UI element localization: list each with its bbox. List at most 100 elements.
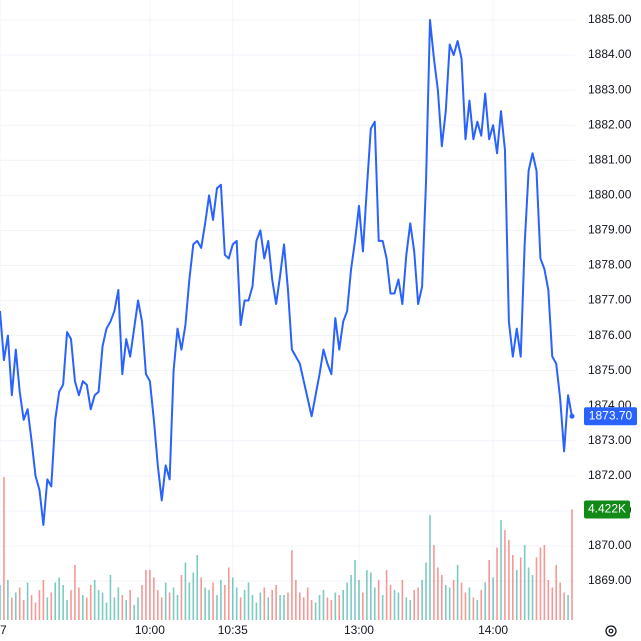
- last-price-tag: [584, 407, 637, 426]
- volume-bar: [62, 585, 64, 620]
- volume-bar: [492, 577, 494, 620]
- volume-bar: [117, 587, 120, 620]
- last-point: [569, 413, 575, 419]
- volume-bar: [318, 595, 321, 620]
- volume-bar: [153, 577, 155, 620]
- volume-bar: [224, 585, 226, 620]
- volume-bar: [385, 570, 388, 620]
- volume-bar: [322, 590, 325, 620]
- volume-bar: [515, 570, 518, 620]
- volume-bar: [42, 580, 45, 620]
- volume-bar: [480, 590, 483, 620]
- volume-bar: [192, 572, 195, 620]
- settings-icon-center[interactable]: [608, 628, 614, 634]
- volume-bar: [456, 565, 459, 620]
- last-volume-tag: [584, 500, 630, 519]
- volume-bar: [527, 567, 530, 620]
- y-tick-label: 1879.00: [588, 223, 632, 237]
- volume-bar: [0, 585, 1, 620]
- volume-bar: [326, 597, 329, 620]
- volume-bar: [216, 595, 218, 620]
- volume-bar: [437, 567, 439, 620]
- volume-bar: [54, 582, 57, 620]
- volume-bar: [184, 562, 187, 620]
- last-volume-label: 4.422K: [588, 502, 626, 516]
- volume-bar: [417, 587, 419, 620]
- volume-bar: [26, 582, 29, 620]
- volume-bar: [555, 565, 558, 620]
- volume-bar: [172, 587, 175, 620]
- volume-bar: [275, 585, 277, 620]
- y-tick-label: 1885.00: [588, 12, 632, 26]
- volume-bar: [70, 590, 72, 620]
- volume-bar: [464, 592, 467, 620]
- volume-bar: [512, 555, 514, 620]
- y-tick-label: 1883.00: [588, 82, 632, 96]
- volume-bar: [235, 587, 238, 620]
- volume-bar: [441, 575, 443, 620]
- volume-bar: [425, 562, 427, 620]
- volume-bar: [30, 595, 33, 620]
- volume-bar: [259, 592, 262, 620]
- x-tick-label: 10:35: [218, 623, 248, 637]
- volume-bar: [78, 587, 80, 620]
- y-tick-label: 1876.00: [588, 328, 632, 342]
- volume-bar: [125, 600, 128, 620]
- volume-bar: [519, 557, 522, 620]
- volume-bar: [164, 582, 167, 620]
- volume-bar: [287, 592, 289, 620]
- volume-bar: [302, 597, 305, 620]
- settings-icon[interactable]: [605, 625, 617, 637]
- volume-bar: [508, 540, 510, 620]
- volume-bar: [496, 547, 498, 620]
- volume-bar: [401, 580, 404, 620]
- volume-bar: [389, 585, 392, 620]
- volume-bar: [472, 597, 475, 620]
- y-tick-label: 1881.00: [588, 152, 632, 166]
- volume-bar: [85, 597, 88, 620]
- volume-bar: [373, 587, 376, 620]
- volume-bar: [377, 580, 380, 620]
- volume-bar: [160, 597, 163, 620]
- volume-bar: [255, 602, 258, 620]
- volume-bar: [228, 567, 230, 620]
- y-tick-label: 1878.00: [588, 258, 632, 272]
- y-tick-label: 1875.00: [588, 363, 632, 377]
- volume-bar: [381, 595, 384, 620]
- volume-bar: [405, 597, 408, 620]
- volume-bar: [468, 587, 471, 620]
- volume-bar: [247, 582, 250, 620]
- volume-bar: [338, 595, 341, 620]
- volume-bar: [358, 580, 360, 620]
- volume-bar: [354, 560, 356, 620]
- volume-bar: [11, 597, 13, 620]
- volume-bar: [484, 582, 487, 620]
- y-tick-label: 1884.00: [588, 47, 632, 61]
- volume-bar: [18, 587, 21, 620]
- volume-bar: [523, 545, 526, 620]
- volume-bar: [176, 595, 179, 620]
- volume-bar: [156, 590, 159, 620]
- volume-bar: [346, 582, 348, 620]
- volume-bar: [283, 595, 285, 620]
- y-tick-label: 1882.00: [588, 117, 632, 131]
- volume-bar: [7, 580, 9, 620]
- volume-bar: [567, 595, 569, 620]
- x-tick-label: 14:00: [478, 623, 508, 637]
- volume-bar: [58, 577, 60, 620]
- settings-button[interactable]: [605, 625, 617, 637]
- volume-bar: [452, 580, 455, 620]
- volume-bar: [397, 592, 400, 620]
- x-tick-label: 10:00: [135, 623, 165, 637]
- volume-bar: [129, 590, 131, 620]
- volume-bar: [137, 597, 139, 620]
- volume-bar: [168, 592, 171, 620]
- volume-bar: [314, 602, 317, 620]
- volume-bar: [350, 575, 352, 620]
- volume-bar: [66, 600, 68, 620]
- volume-bar: [133, 605, 135, 620]
- volume-bar: [93, 580, 96, 620]
- volume-bar: [539, 547, 542, 620]
- volume-bar: [105, 602, 108, 620]
